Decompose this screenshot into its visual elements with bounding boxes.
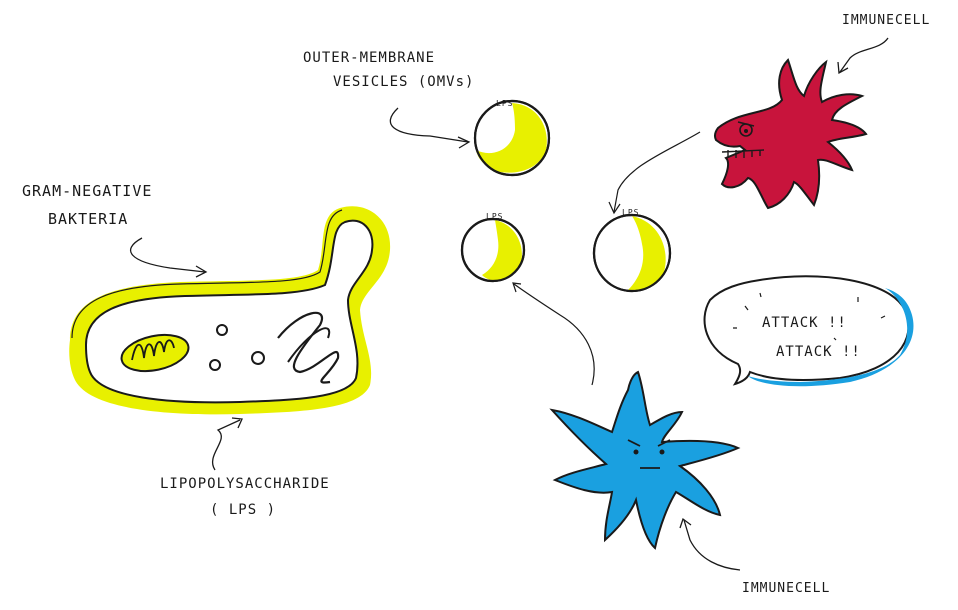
immune-top-label: IMMUNECELL [842, 13, 930, 28]
lps-pointer-arrowhead [231, 417, 243, 429]
vesicle-left: LPS [460, 212, 526, 283]
immune-top-pointer [839, 37, 889, 73]
bacteria-label-line1: GRAM-NEGATIVE [22, 182, 152, 200]
immune-cell-blue [549, 370, 741, 550]
vesicle-right: LPS [592, 208, 672, 293]
immune-top-arrowhead [837, 61, 849, 75]
red-cell-to-vesicle-arrow [613, 131, 701, 213]
blue-cell-right-brow [657, 439, 671, 447]
bacterium-dna [277, 311, 340, 384]
omv-pointer-arrowhead [457, 136, 471, 149]
granule [209, 359, 221, 371]
immune-cell-red [713, 58, 868, 210]
immune-bottom-arrowhead [679, 517, 692, 529]
granule [251, 351, 265, 365]
speech-bubble-blue-shadow [748, 288, 914, 387]
lps-label-line1: LIPOPOLYSACCHARIDE [160, 476, 330, 492]
omv-pointer-arrow [389, 107, 469, 143]
blue-cell-left-brow [627, 439, 641, 447]
immune-bottom-label: IMMUNECELL [742, 581, 830, 596]
omv-label-line2: VESICLES (OMVs) [333, 74, 474, 90]
bacteria-label-line2: BAKTERIA [48, 210, 128, 228]
vesicle-top: LPS [473, 99, 551, 177]
bacterium-dna-2 [287, 327, 331, 363]
blue-cell-left-eye [633, 449, 639, 455]
vesicle-top-lps-label: LPS [496, 99, 513, 108]
blue-cell-to-vesicle-arrowhead [512, 282, 522, 293]
bacteria-pointer-arrow [130, 237, 206, 273]
omv-label-line1: OUTER-MEMBRANE [303, 50, 435, 66]
blue-cell-right-eye [659, 449, 665, 455]
lps-label-line2: ( LPS ) [210, 502, 276, 518]
red-cell-teeth [721, 149, 765, 158]
speech-bubble: ATTACK !! ATTACK !! [703, 275, 914, 387]
immune-bottom-pointer [683, 519, 741, 571]
speech-line-1: ATTACK !! [762, 315, 847, 331]
red-cell-to-vesicle-arrowhead [608, 201, 621, 215]
organelle-cristae [131, 339, 175, 361]
speech-line-2: ATTACK !! [776, 344, 861, 360]
bacterium-outer-outline [71, 209, 343, 339]
lps-pointer-arrow [212, 419, 241, 471]
granule [216, 324, 228, 336]
gram-negative-bacterium [69, 206, 391, 415]
blue-cell-to-vesicle-arrow [513, 283, 595, 386]
vesicle-left-lps-label: LPS [486, 212, 503, 221]
red-cell-brow [737, 121, 755, 127]
vesicle-right-lps-label: LPS [622, 208, 639, 217]
bacteria-pointer-arrowhead [195, 265, 208, 278]
speech-emphasis-marks [733, 292, 886, 341]
